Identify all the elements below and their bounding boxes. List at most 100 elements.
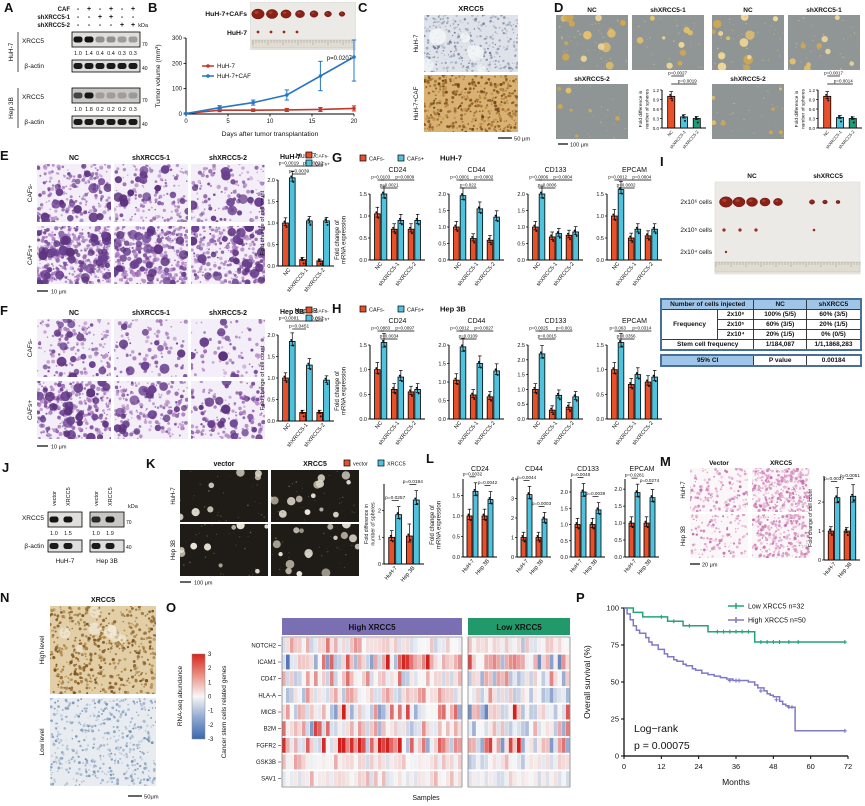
circle	[207, 256, 210, 259]
rect	[305, 159, 313, 167]
circle	[700, 67, 703, 69]
circle	[263, 319, 265, 322]
text: HuH-7	[227, 30, 247, 37]
circle	[189, 471, 192, 473]
circle	[117, 437, 120, 439]
circle	[503, 76, 506, 79]
circle	[182, 194, 186, 198]
circle	[133, 428, 141, 435]
circle	[435, 87, 438, 90]
text: 0.5	[267, 398, 275, 404]
circle	[115, 344, 119, 349]
text: NC	[69, 155, 79, 162]
ellipse	[340, 12, 343, 14]
circle	[474, 84, 478, 87]
circle	[493, 82, 497, 86]
text: 1.0	[267, 221, 275, 227]
circle	[69, 184, 73, 187]
circle	[90, 175, 93, 178]
circle	[457, 23, 460, 26]
circle	[460, 56, 463, 60]
circle	[776, 49, 779, 51]
circle	[621, 192, 623, 195]
circle	[427, 80, 429, 83]
circle	[97, 204, 102, 208]
circle	[191, 424, 195, 429]
circle	[210, 251, 217, 258]
ci-table: 95% CI P value 0.00184	[660, 354, 862, 367]
circle	[63, 430, 71, 438]
circle	[206, 241, 211, 247]
circle	[80, 249, 83, 252]
text: CD44	[468, 318, 486, 325]
circle	[213, 240, 217, 243]
circle	[506, 129, 510, 132]
circle	[72, 329, 76, 333]
circle	[204, 268, 207, 271]
circle	[47, 369, 50, 373]
circle	[428, 84, 432, 88]
circle	[37, 268, 40, 273]
circle	[175, 403, 179, 407]
circle	[249, 211, 252, 214]
circle	[171, 264, 173, 267]
rect	[617, 342, 625, 420]
text: NC	[743, 7, 753, 14]
rect	[565, 234, 573, 261]
circle	[46, 432, 51, 438]
circle	[456, 383, 459, 386]
circle	[57, 408, 60, 411]
circle	[747, 54, 752, 60]
circle	[478, 24, 480, 27]
circle	[781, 107, 783, 110]
circle	[96, 352, 99, 355]
circle	[460, 45, 463, 48]
text: 40	[126, 545, 132, 551]
circle	[552, 239, 555, 242]
circle	[251, 365, 254, 368]
circle	[154, 340, 160, 346]
text: 1.5	[438, 362, 446, 368]
circle	[85, 422, 89, 426]
circle	[261, 346, 265, 352]
circle	[216, 475, 219, 477]
circle	[254, 197, 264, 208]
circle	[436, 47, 439, 50]
circle	[454, 61, 458, 64]
circle	[317, 258, 320, 261]
circle	[40, 206, 44, 210]
circle	[171, 276, 176, 281]
circle	[77, 267, 81, 271]
circle	[853, 32, 856, 34]
circle	[217, 235, 219, 237]
rect	[634, 228, 642, 261]
text: p=0.0207	[327, 56, 353, 62]
circle	[473, 241, 476, 244]
circle	[185, 216, 188, 220]
circle	[178, 434, 181, 437]
circle	[449, 83, 451, 85]
circle	[471, 127, 475, 131]
circle	[156, 229, 159, 232]
circle	[302, 262, 305, 265]
circle	[227, 249, 230, 252]
circle	[74, 244, 78, 249]
transwell-image	[114, 164, 188, 222]
circle	[426, 15, 430, 17]
text: β-actin	[24, 543, 44, 550]
ihc-image	[424, 75, 518, 132]
circle	[119, 254, 127, 262]
circle	[324, 218, 327, 221]
circle	[557, 86, 562, 91]
circle	[200, 432, 204, 436]
circle	[494, 214, 497, 217]
circle	[147, 347, 152, 352]
circle	[37, 266, 40, 270]
rect	[611, 215, 618, 261]
circle	[730, 37, 732, 39]
circle	[138, 272, 142, 276]
circle	[612, 367, 615, 370]
text: 2.0	[517, 358, 525, 364]
circle	[207, 197, 211, 201]
circle	[215, 220, 219, 222]
